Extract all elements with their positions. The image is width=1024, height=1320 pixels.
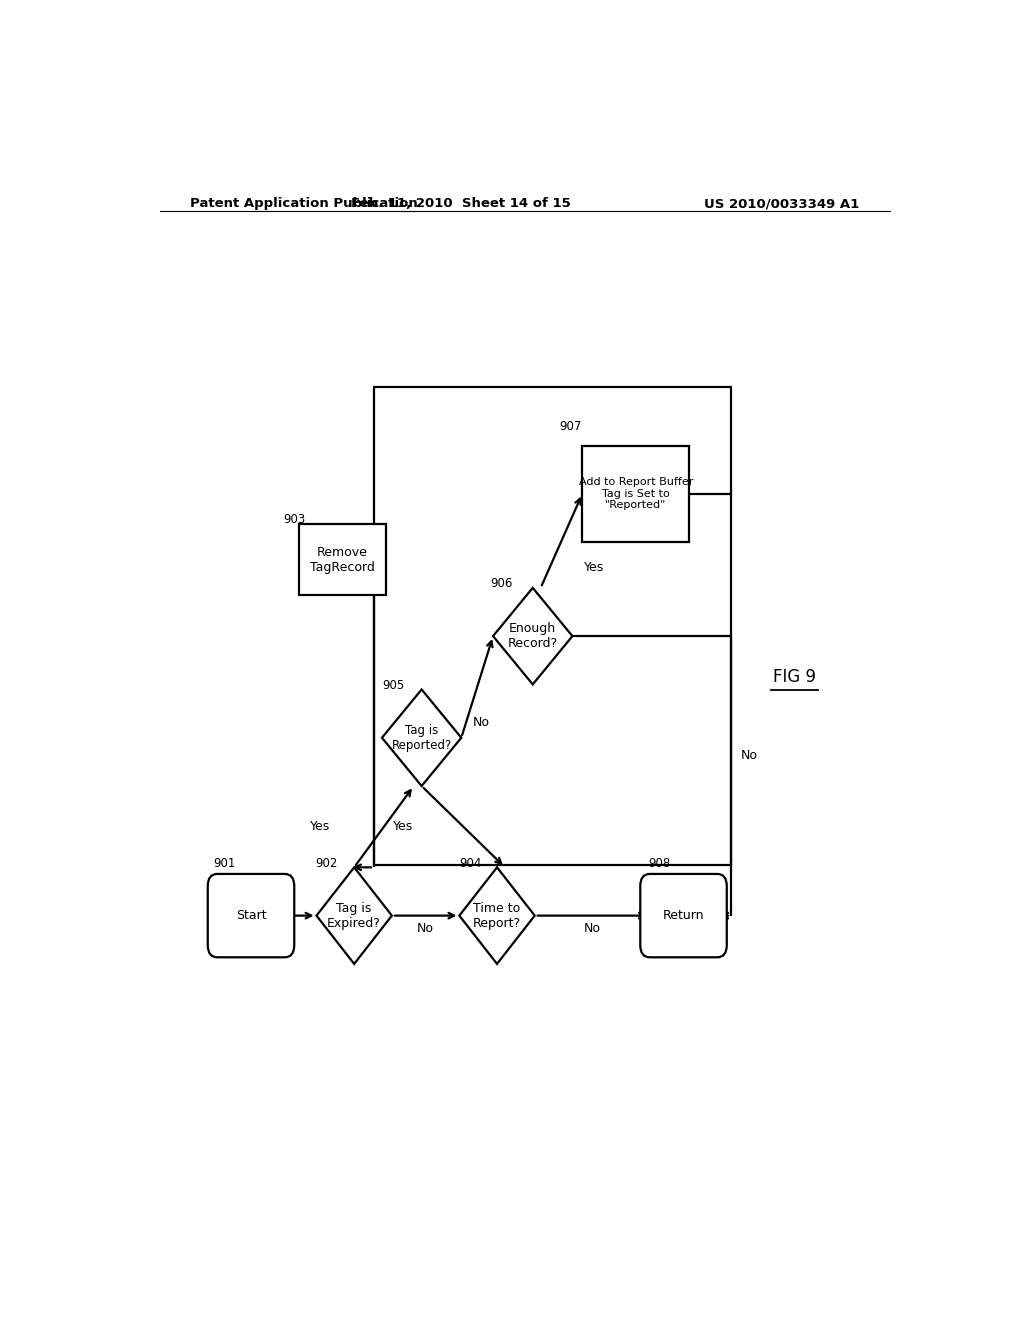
Text: 904: 904 <box>460 857 482 870</box>
Text: Yes: Yes <box>585 561 604 574</box>
Polygon shape <box>382 689 461 785</box>
Text: 903: 903 <box>283 513 305 527</box>
Text: 901: 901 <box>213 857 236 870</box>
Text: Yes: Yes <box>310 820 331 833</box>
Text: Enough
Record?: Enough Record? <box>508 622 558 651</box>
Text: FIG 9: FIG 9 <box>773 668 816 686</box>
Text: Tag is
Reported?: Tag is Reported? <box>391 723 452 752</box>
Bar <box>583 446 689 543</box>
Text: Add to Report Buffer
Tag is Set to
"Reported": Add to Report Buffer Tag is Set to "Repo… <box>579 478 693 511</box>
Text: 906: 906 <box>490 577 513 590</box>
Text: 902: 902 <box>315 857 338 870</box>
Text: 907: 907 <box>559 420 582 433</box>
Text: 908: 908 <box>648 857 670 870</box>
Bar <box>299 524 386 595</box>
Polygon shape <box>460 867 535 964</box>
Text: Yes: Yes <box>393 820 414 833</box>
Bar <box>374 387 731 865</box>
Polygon shape <box>494 587 572 684</box>
Text: US 2010/0033349 A1: US 2010/0033349 A1 <box>705 197 860 210</box>
Text: No: No <box>740 748 758 762</box>
FancyBboxPatch shape <box>208 874 294 957</box>
FancyBboxPatch shape <box>640 874 727 957</box>
Text: Patent Application Publication: Patent Application Publication <box>189 197 418 210</box>
Text: Tag is
Expired?: Tag is Expired? <box>328 902 381 929</box>
Text: No: No <box>417 923 434 936</box>
Text: Feb. 11, 2010  Sheet 14 of 15: Feb. 11, 2010 Sheet 14 of 15 <box>351 197 571 210</box>
Text: Remove
TagRecord: Remove TagRecord <box>310 546 375 574</box>
Text: No: No <box>584 923 601 936</box>
Text: Time to
Report?: Time to Report? <box>473 902 521 929</box>
Text: No: No <box>473 715 490 729</box>
Text: Return: Return <box>663 909 705 923</box>
Text: Start: Start <box>236 909 266 923</box>
Text: 905: 905 <box>382 678 404 692</box>
Polygon shape <box>316 867 392 964</box>
